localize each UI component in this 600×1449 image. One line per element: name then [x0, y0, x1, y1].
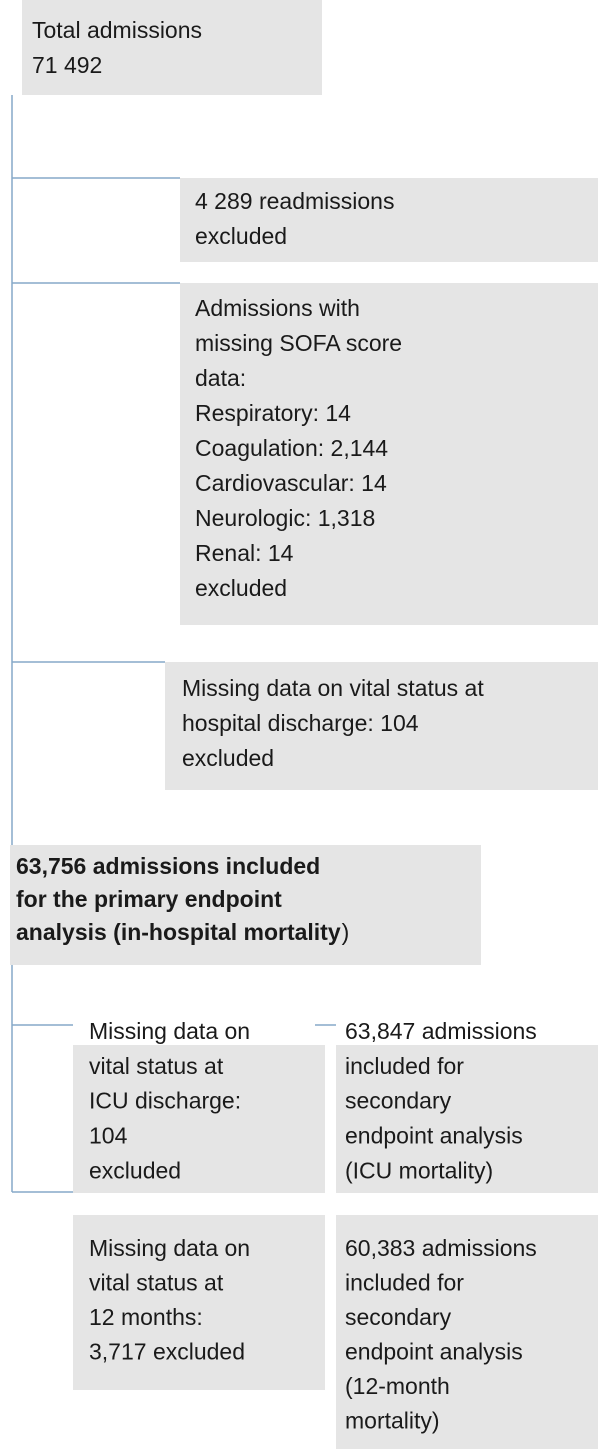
node-text: excluded	[182, 745, 274, 771]
node-text: excluded	[89, 1157, 181, 1183]
node-text: included for	[345, 1270, 464, 1296]
node-text: vital status at	[89, 1270, 224, 1296]
node: 4 289 readmissions excluded	[180, 178, 598, 262]
node: Total admissions 71 492	[22, 0, 322, 95]
node-text: 3,717 excluded	[89, 1339, 245, 1365]
node-text: for the primary endpoint	[16, 886, 282, 912]
node: Admissions with missing SOFA score data: Re…	[180, 283, 598, 625]
node-text: Neurologic: 1,318	[195, 505, 375, 531]
node-text: Missing data on	[89, 1235, 250, 1261]
node-text: Renal: 14	[195, 540, 294, 566]
node: Missing data on vital status at hospital …	[165, 662, 598, 790]
node-box	[10, 845, 481, 965]
connectors	[11, 95, 336, 1193]
node: Missing data on vital status at ICU discha…	[73, 1018, 325, 1193]
node-box	[180, 283, 598, 625]
node-text: endpoint analysis	[345, 1122, 523, 1148]
node-text: 71 492	[32, 52, 102, 78]
node-text: Respiratory: 14	[195, 400, 351, 426]
node-text: (ICU mortality)	[345, 1157, 493, 1183]
node-box	[180, 178, 598, 262]
node-box	[336, 1045, 598, 1193]
node: Missing data on vital status at 12 months:…	[73, 1215, 325, 1390]
node-text: included for	[345, 1053, 464, 1079]
node-text: (12-month	[345, 1373, 450, 1399]
node-text: secondary	[345, 1088, 452, 1114]
node-text: Missing data on	[89, 1018, 250, 1044]
node-text: secondary	[345, 1304, 452, 1330]
node-text: 63,847 admissions	[345, 1018, 537, 1044]
node-text: excluded	[195, 575, 287, 601]
node-text: Coagulation: 2,144	[195, 435, 388, 461]
node: 63,847 admissions included for secondary en…	[336, 1018, 598, 1193]
node-text: analysis (in-hospital mortality	[16, 919, 341, 945]
node: 63,756 admissions included for the primar…	[10, 845, 481, 965]
node-text: missing SOFA score	[195, 330, 402, 356]
node-box	[22, 0, 322, 95]
node-text: Total admissions	[32, 17, 202, 43]
node: 60,383 admissions included for secondary en…	[336, 1215, 598, 1449]
node-text: 4 289 readmissions	[195, 188, 394, 214]
node-text: data:	[195, 365, 246, 391]
node-text: hospital discharge: 104	[182, 710, 419, 736]
node-box	[73, 1215, 325, 1390]
node-text: Admissions with	[195, 295, 360, 321]
node-box	[73, 1045, 325, 1193]
node-text: 63,756 admissions included	[16, 853, 320, 879]
node-text: 104	[89, 1122, 128, 1148]
node-text: 12 months:	[89, 1304, 203, 1330]
node-box	[165, 662, 598, 790]
node-text: vital status at	[89, 1053, 224, 1079]
node-text: 60,383 admissions	[345, 1235, 537, 1261]
node-box	[336, 1215, 598, 1449]
node-text: Missing data on vital status at	[182, 675, 484, 701]
node-text: Cardiovascular: 14	[195, 470, 387, 496]
node-text: endpoint analysis	[345, 1339, 523, 1365]
node-text: ICU discharge:	[89, 1088, 241, 1114]
node-text: excluded	[195, 223, 287, 249]
node-text-suffix: )	[342, 919, 350, 945]
node-text: mortality)	[345, 1408, 440, 1434]
